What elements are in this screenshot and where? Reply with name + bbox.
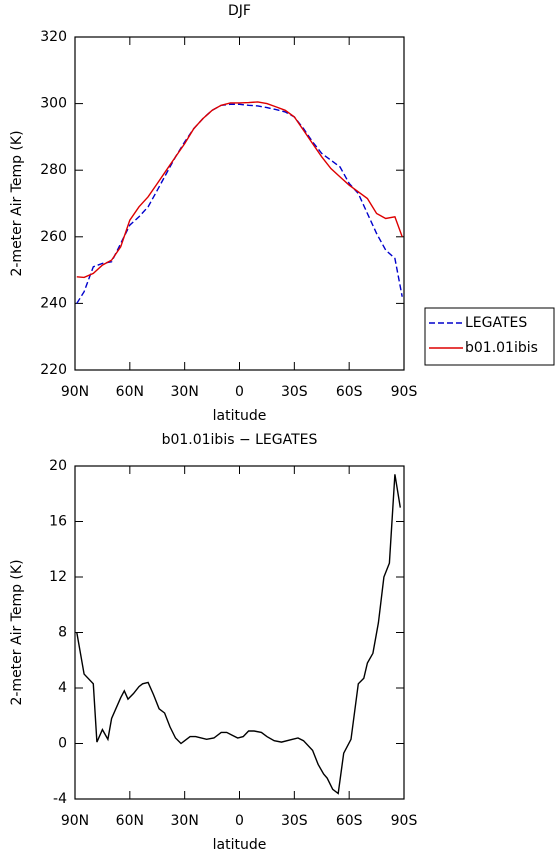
x-tick-label: 0 (235, 813, 244, 829)
plot-frame (74, 465, 405, 800)
x-tick-label: 30N (171, 813, 199, 829)
y-tick-label: 12 (49, 569, 67, 585)
y-tick-label: 260 (40, 229, 67, 245)
x-tick-label: 60N (116, 813, 144, 829)
plot-frame (74, 36, 405, 371)
x-axis-label: latitude (213, 837, 267, 852)
y-tick-label: 280 (40, 162, 67, 178)
y-tick-label: 4 (58, 680, 67, 696)
x-tick-label: 30S (281, 813, 308, 829)
y-tick-label: -4 (53, 791, 67, 807)
x-tick-label: 0 (235, 384, 244, 400)
y-tick-label: 220 (40, 362, 67, 378)
y-tick-label: 300 (40, 96, 67, 112)
y-tick-label: 16 (49, 514, 67, 530)
series-line (76, 103, 403, 304)
x-tick-label: 90N (61, 813, 89, 829)
x-tick-label: 30N (171, 384, 199, 400)
y-tick-label: 320 (40, 29, 67, 45)
series-line (76, 474, 401, 795)
legend-box (424, 307, 555, 366)
x-tick-label: 90S (391, 813, 418, 829)
x-tick-label: 60N (116, 384, 144, 400)
y-tick-label: 20 (49, 458, 67, 474)
y-tick-label: 240 (40, 295, 67, 311)
chart-title: DJF (228, 3, 251, 19)
x-tick-label: 90S (391, 384, 418, 400)
x-axis-label: latitude (213, 408, 267, 424)
y-axis-label: 2-meter Air Temp (K) (9, 130, 25, 276)
x-tick-label: 60S (336, 384, 363, 400)
legend-label: LEGATES (465, 315, 527, 331)
x-tick-label: 30S (281, 384, 308, 400)
y-tick-label: 0 (58, 736, 67, 752)
y-axis-label: 2-meter Air Temp (K) (9, 559, 25, 705)
x-tick-label: 90N (61, 384, 89, 400)
legend-label: b01.01ibis (465, 340, 538, 356)
chart-title: b01.01ibis − LEGATES (162, 432, 318, 448)
series-line (76, 101, 403, 279)
x-tick-label: 60S (336, 813, 363, 829)
y-tick-label: 8 (58, 625, 67, 641)
